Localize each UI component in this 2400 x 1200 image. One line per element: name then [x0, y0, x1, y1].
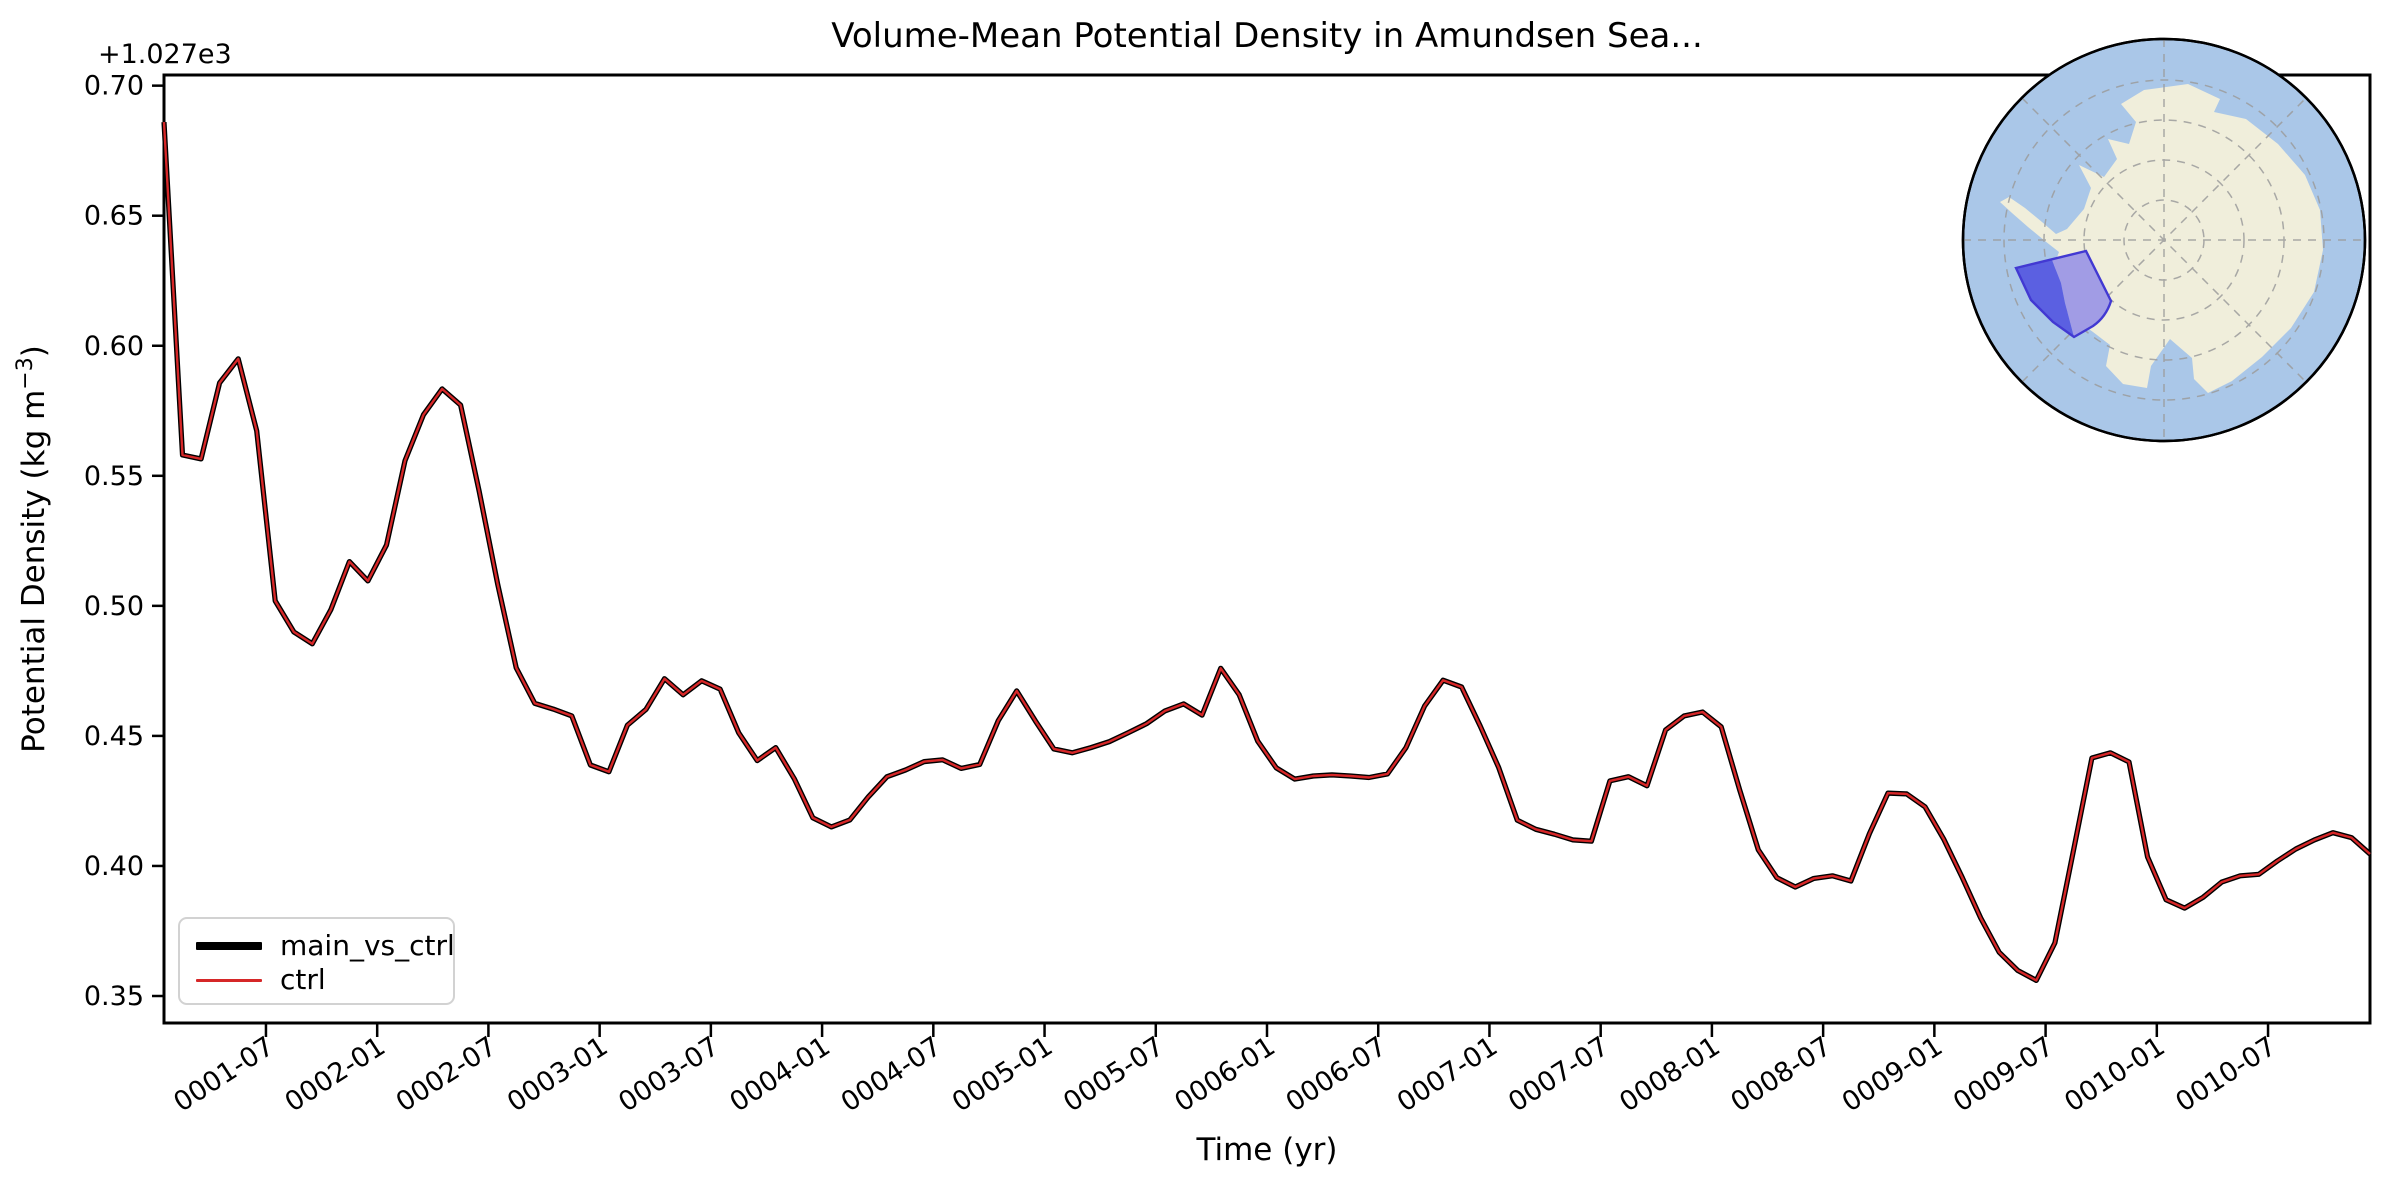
y-tick-label: 0.70	[84, 71, 144, 102]
x-tick-label: 0002-07	[391, 1031, 502, 1118]
x-tick-label: 0007-07	[1503, 1031, 1614, 1118]
x-axis-label: Time (yr)	[1196, 1132, 1338, 1168]
x-tick-label: 0010-07	[2170, 1031, 2281, 1118]
x-tick-label: 0004-07	[836, 1031, 947, 1118]
x-tick-label: 0009-01	[1837, 1031, 1948, 1118]
legend-swatch-ctrl	[196, 978, 262, 982]
y-axis-offset-text: +1.027e3	[98, 39, 232, 70]
legend-label: ctrl	[280, 963, 326, 996]
x-tick-label: 0006-07	[1281, 1031, 1392, 1118]
legend-swatch-main-vs-ctrl	[196, 942, 262, 950]
x-tick-label: 0005-01	[947, 1031, 1058, 1118]
x-tick-label: 0008-07	[1725, 1031, 1836, 1118]
x-tick-label: 0007-01	[1392, 1031, 1503, 1118]
legend-item-ctrl: ctrl	[196, 963, 439, 997]
chart-title: Volume-Mean Potential Density in Amundse…	[831, 16, 1703, 56]
y-tick-label: 0.35	[84, 981, 144, 1012]
x-tick-label: 0006-01	[1169, 1031, 1280, 1118]
map-rim	[1961, 37, 2367, 443]
x-tick-label: 0009-07	[1948, 1031, 2059, 1118]
legend-label: main_vs_ctrl	[280, 929, 455, 962]
x-tick-label: 0003-01	[502, 1031, 613, 1118]
series-ctrl-line	[162, 122, 2371, 982]
y-tick-label: 0.65	[84, 201, 144, 232]
y-tick-label: 0.55	[84, 461, 144, 492]
legend: main_vs_ctrl ctrl	[178, 917, 455, 1005]
y-axis-ticks: 0.70 0.65 0.60 0.55 0.50 0.45 0.40 0.35	[84, 71, 164, 1012]
x-tick-label: 0005-07	[1058, 1031, 1169, 1118]
region-highlight-over-ocean	[2016, 260, 2074, 337]
inset-map	[1961, 37, 2367, 443]
series-group	[161, 121, 2372, 984]
y-tick-label: 0.60	[84, 331, 144, 362]
x-axis-ticks: 0001-07 0002-01 0002-07 0003-01 0003-07 0004-…	[168, 1023, 2282, 1118]
x-tick-label: 0008-01	[1614, 1031, 1725, 1118]
x-tick-label: 0010-01	[2059, 1031, 2170, 1118]
x-tick-label: 0002-01	[280, 1031, 391, 1118]
legend-item-main-vs-ctrl: main_vs_ctrl	[196, 929, 455, 963]
x-tick-label: 0004-01	[724, 1031, 835, 1118]
x-tick-label: 0003-07	[613, 1031, 724, 1118]
y-tick-label: 0.50	[84, 591, 144, 622]
region-outline	[2014, 249, 2113, 339]
y-tick-label: 0.45	[84, 721, 144, 752]
x-tick-label: 0001-07	[168, 1031, 279, 1118]
y-axis-label: Potential Density (kg m−3)	[13, 345, 52, 753]
y-tick-label: 0.40	[84, 851, 144, 882]
